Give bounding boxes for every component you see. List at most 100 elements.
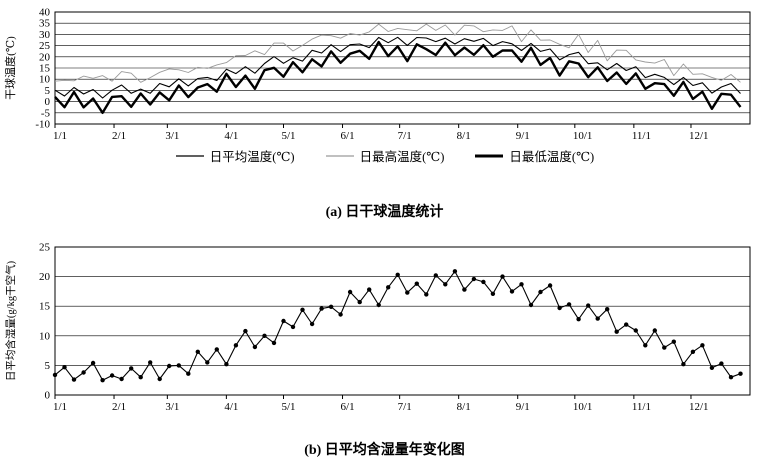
data-point	[119, 376, 124, 382]
data-point	[195, 349, 200, 354]
data-point	[424, 292, 429, 297]
series-line-0	[54, 270, 741, 381]
y-tick-label: 25	[39, 40, 51, 52]
data-point	[576, 317, 581, 322]
y-tick-label: 0	[45, 390, 51, 402]
data-point	[566, 302, 572, 307]
x-tick-label: 11/1	[632, 130, 651, 142]
y-tick-label: 30	[39, 29, 51, 41]
data-point	[71, 377, 77, 382]
data-point	[738, 371, 743, 376]
data-point	[519, 282, 524, 287]
data-point	[652, 328, 657, 333]
data-point	[471, 276, 477, 282]
x-tick-label: 4/1	[224, 130, 238, 142]
data-point	[586, 303, 591, 308]
data-point	[452, 269, 458, 274]
legend-label: 日平均温度(℃)	[209, 150, 295, 164]
x-tick-label: 4/1	[224, 401, 238, 413]
y-tick-label: 20	[39, 271, 51, 283]
legend-line-sample	[175, 154, 204, 157]
data-point	[81, 370, 86, 375]
data-point	[129, 366, 134, 371]
y-tick-label: 15	[39, 63, 51, 75]
legend-line-sample	[475, 154, 504, 157]
plot-border	[54, 246, 751, 396]
temperature-legend: 日平均温度(℃) 日最高温度(℃) 日最低温度(℃)	[0, 146, 769, 165]
data-point	[624, 322, 629, 327]
data-point	[386, 285, 391, 290]
x-tick-label: 12/1	[689, 401, 709, 413]
y-tick-label: 10	[39, 74, 51, 86]
data-point	[157, 376, 162, 382]
data-point	[90, 360, 96, 366]
x-tick-label: 9/1	[516, 130, 530, 142]
y-tick-label: 5	[45, 85, 51, 97]
figure-page: -10 -5 0 5 10 15 20 25 30 35 40 1/1 2/1 3/1 4/1 5/1 6/1 7…	[0, 4, 769, 459]
data-point	[405, 290, 410, 295]
data-point	[595, 316, 600, 321]
data-point	[395, 272, 400, 277]
data-point	[328, 304, 334, 309]
humidity-chart-block: 0 5 10 15 20 25 1/1 2/1 3/1 4/1 5/1 6/1 7/1 8/1 9/1 10/…	[0, 237, 769, 459]
data-point	[290, 324, 296, 330]
caption-a: (a) 日干球温度统计	[325, 205, 444, 220]
data-point	[538, 289, 543, 295]
data-point	[462, 287, 467, 292]
y-axis-title: 日平均含湿量(g/kg干空气)	[4, 260, 17, 381]
series-line-0	[54, 36, 741, 99]
data-point	[338, 312, 343, 317]
x-tick-label: 9/1	[516, 401, 530, 413]
data-point	[309, 321, 315, 327]
data-point	[728, 375, 734, 380]
x-tick-label: 6/1	[341, 401, 355, 413]
x-tick-label: 3/1	[165, 130, 179, 142]
legend-item: 日平均温度(℃)	[175, 146, 295, 165]
data-point	[509, 289, 515, 294]
data-point	[300, 307, 305, 312]
y-tick-label: 20	[39, 51, 51, 63]
data-point	[148, 360, 153, 365]
data-point	[52, 372, 58, 378]
x-tick-label: 3/1	[165, 401, 179, 413]
x-tick-label: 10/1	[573, 130, 593, 142]
legend-line-sample	[325, 154, 354, 157]
data-point	[500, 274, 505, 279]
data-point	[690, 349, 696, 354]
data-point	[376, 302, 381, 308]
temperature-chart-block: -10 -5 0 5 10 15 20 25 30 35 40 1/1 2/1 3/1 4/1 5/1 6/1 7…	[0, 4, 769, 221]
x-tick-label: 8/1	[457, 130, 471, 142]
data-point	[443, 282, 448, 287]
x-tick-label: 2/1	[112, 130, 126, 142]
data-point	[109, 373, 115, 378]
data-point	[481, 279, 486, 285]
x-tick-label: 7/1	[398, 130, 412, 142]
data-point	[205, 360, 210, 365]
data-point	[319, 306, 324, 311]
legend-item: 日最低温度(℃)	[474, 146, 594, 165]
data-point	[719, 361, 724, 366]
data-point	[557, 305, 562, 311]
data-point	[233, 343, 239, 348]
y-axis-title: 干球温度(℃)	[3, 36, 17, 100]
data-point	[433, 273, 438, 278]
caption-b: (b) 日平均含湿量年变化图	[304, 443, 465, 458]
x-tick-label: 10/1	[573, 401, 593, 413]
data-point	[347, 289, 353, 295]
y-tick-label: -10	[35, 119, 50, 131]
data-point	[243, 328, 248, 334]
data-point	[262, 333, 267, 338]
data-point	[167, 363, 172, 369]
data-point	[281, 318, 286, 324]
data-point	[662, 345, 667, 350]
x-tick-label: 5/1	[281, 401, 295, 413]
data-point	[633, 328, 638, 333]
x-tick-label: 6/1	[341, 130, 355, 142]
data-point	[252, 344, 258, 350]
data-point	[671, 339, 676, 344]
humidity-chart: 0 5 10 15 20 25 1/1 2/1 3/1 4/1 5/1 6/1 7/1 8/1 9/1 10/…	[4, 242, 751, 413]
legend-item: 日最高温度(℃)	[325, 146, 444, 165]
data-point	[271, 340, 277, 346]
y-tick-label: 40	[39, 7, 51, 19]
